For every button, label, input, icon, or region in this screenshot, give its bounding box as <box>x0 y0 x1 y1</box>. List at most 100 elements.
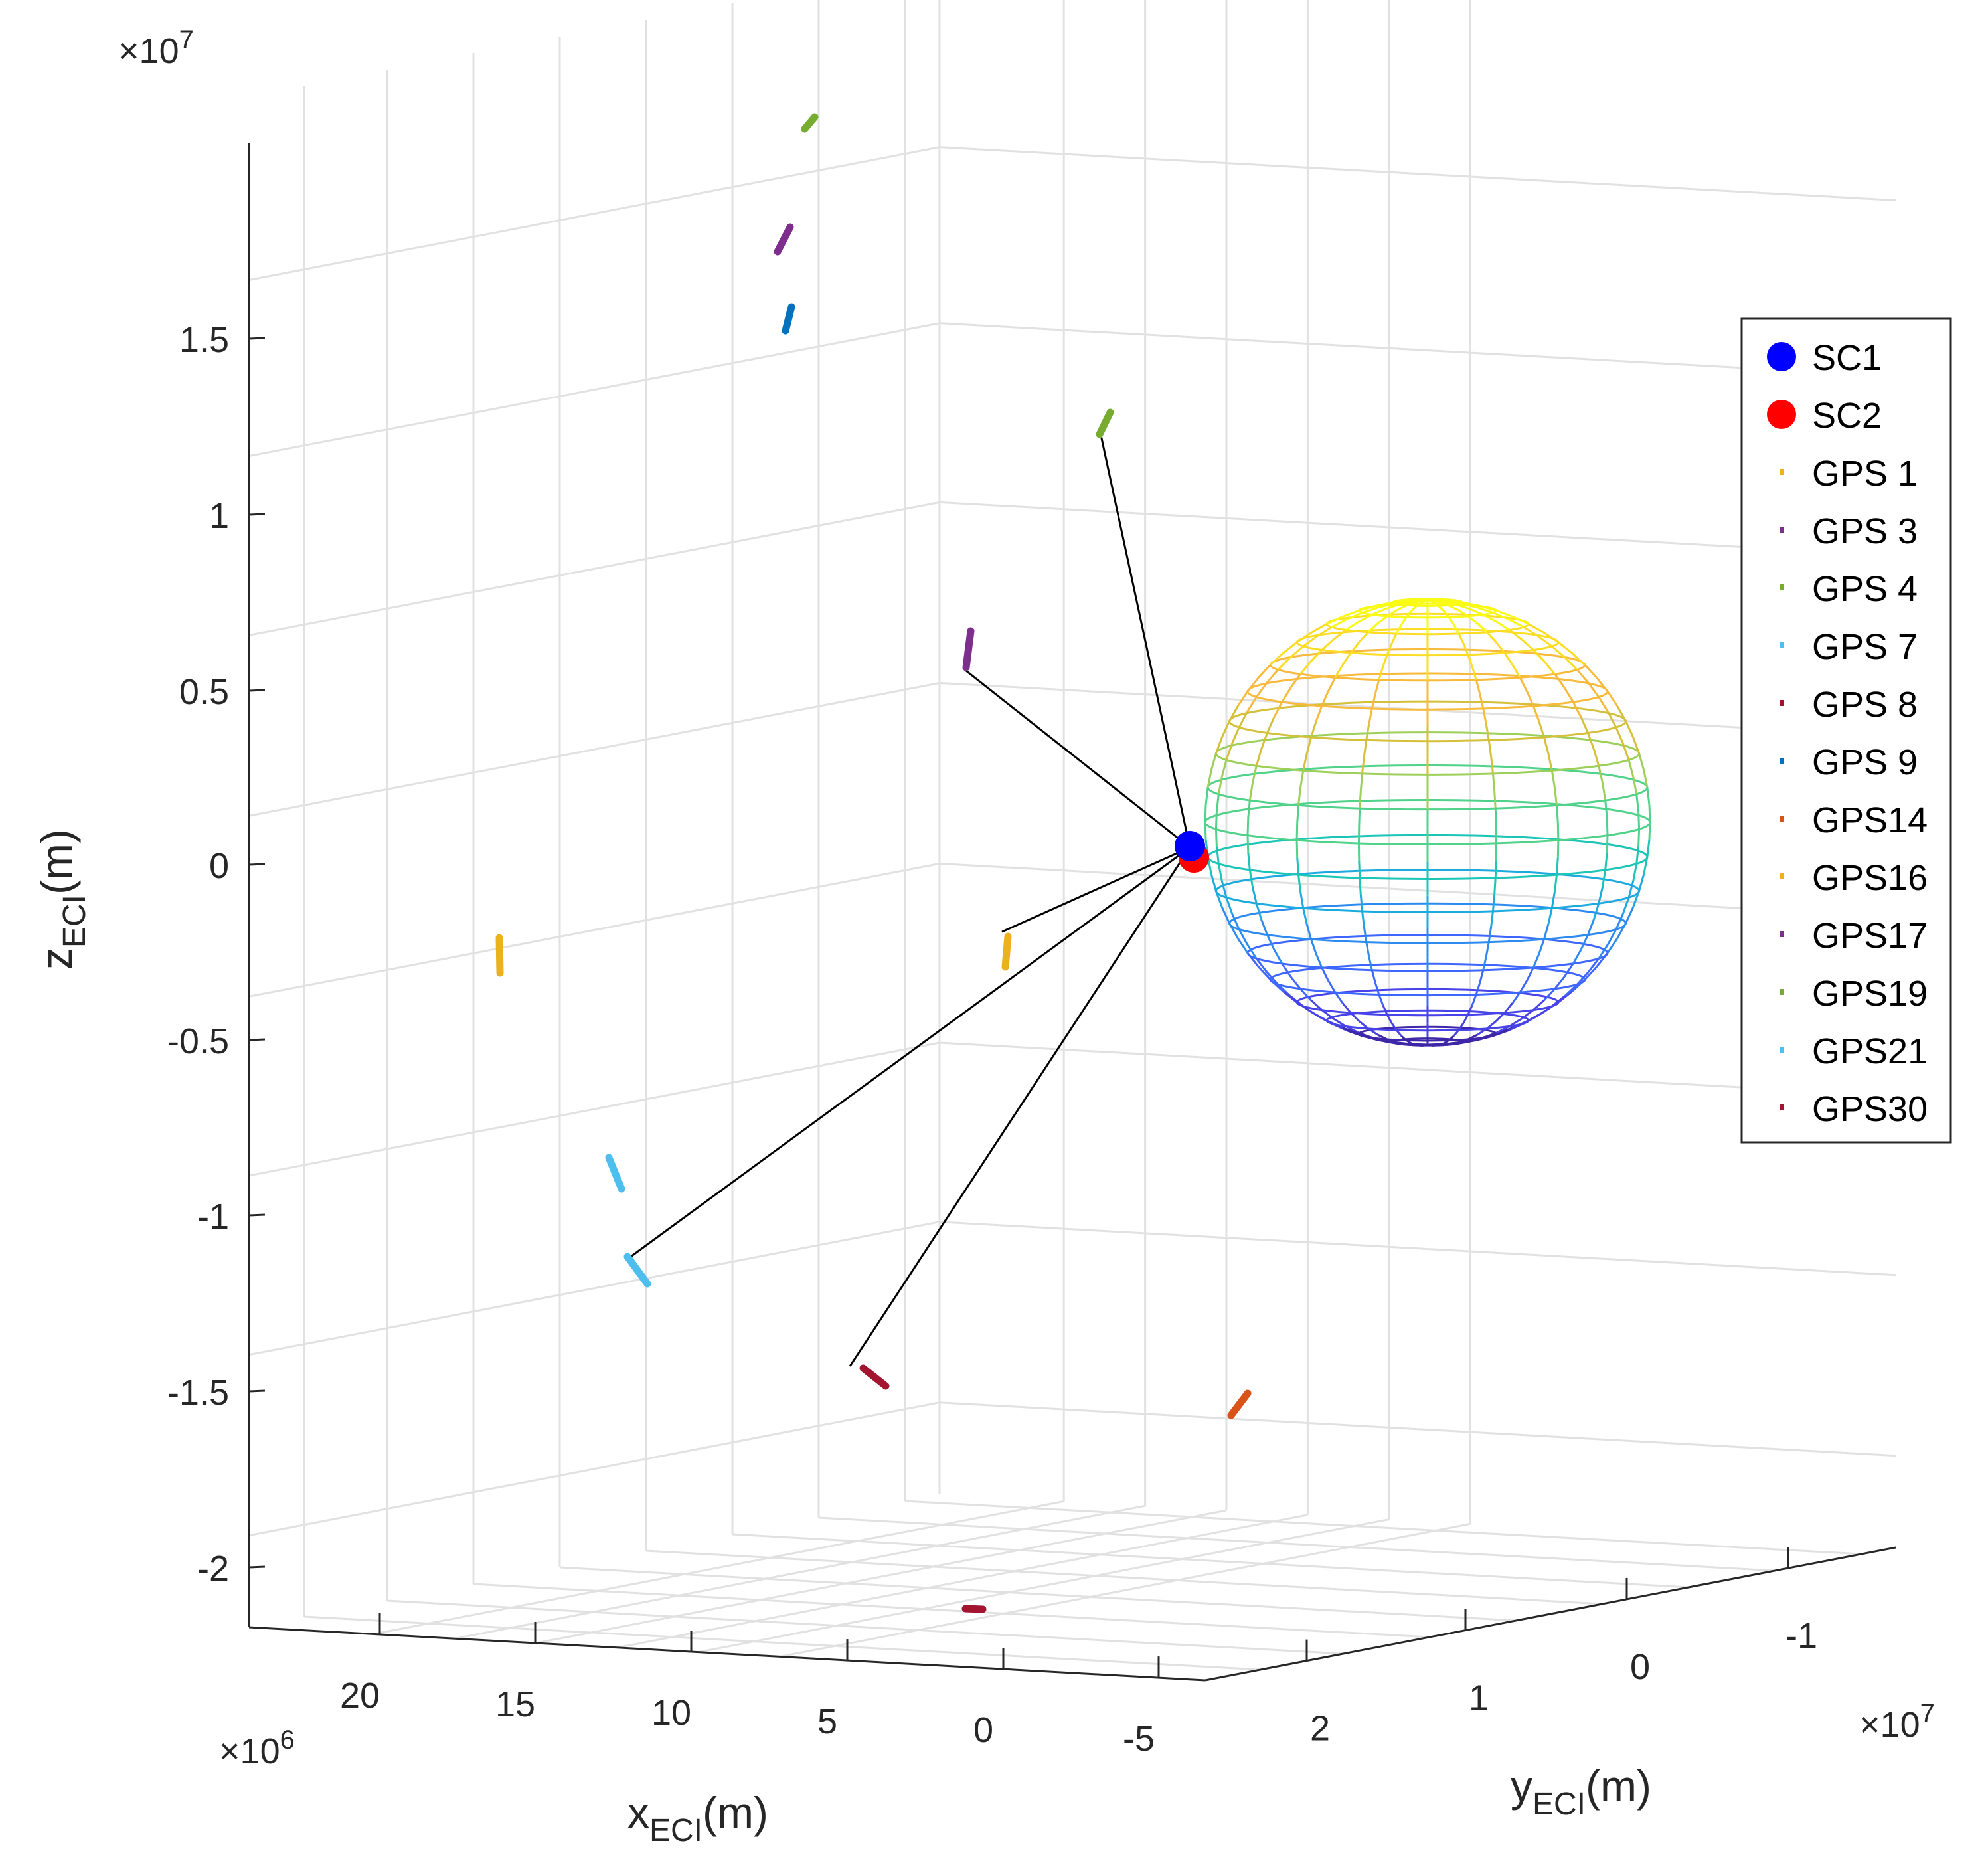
sphere-meridian <box>1315 953 1323 968</box>
x-tick-label: -5 <box>1123 1719 1155 1759</box>
sphere-meridian <box>1592 903 1600 920</box>
sphere-meridian <box>1606 818 1609 836</box>
sphere-meridian <box>1584 664 1598 679</box>
sphere-meridian <box>1543 923 1550 940</box>
los-line <box>630 846 1191 1258</box>
sphere-meridian <box>1237 691 1249 707</box>
sphere-meridian <box>1491 895 1496 911</box>
sphere-meridian <box>1326 1019 1343 1029</box>
sphere-meridian <box>1246 952 1260 968</box>
sphere-meridian <box>1627 759 1635 778</box>
sphere-meridian <box>1479 604 1497 612</box>
z-multiplier: ×107 <box>118 25 194 71</box>
sphere-meridian <box>1350 641 1361 654</box>
sphere-meridian <box>1260 919 1268 936</box>
sphere-meridian <box>1646 787 1651 805</box>
legend-label: GPS 7 <box>1812 627 1918 667</box>
sphere-meridian <box>1316 626 1333 638</box>
z-tick-label: -0.5 <box>167 1021 229 1061</box>
sphere-meridian <box>1580 717 1589 734</box>
sphere-meridian <box>1592 749 1600 766</box>
sphere-meridian <box>1571 652 1586 666</box>
y-tick-label: 1 <box>1469 1678 1489 1718</box>
sphere-meridian <box>1467 654 1473 667</box>
sphere-meridian <box>1333 629 1347 640</box>
sphere-meridian <box>1350 1012 1361 1022</box>
sphere-meridian <box>1390 633 1398 644</box>
sphere-meridian <box>1532 649 1546 663</box>
sphere-meridian <box>1258 966 1272 980</box>
sphere-meridian <box>1310 938 1317 954</box>
sphere-meridian <box>1554 673 1566 689</box>
sphere-meridian <box>1508 618 1525 628</box>
y-tick-label: 2 <box>1310 1709 1330 1749</box>
sphere-meridian <box>1606 835 1609 853</box>
sphere-meridian <box>1621 743 1630 760</box>
sphere-meridian <box>1382 654 1388 667</box>
sphere-meridian <box>1553 787 1558 806</box>
legend-label: GPS17 <box>1812 916 1928 956</box>
sphere-meridian <box>1214 891 1223 908</box>
z-tick-label: -1.5 <box>167 1373 229 1413</box>
sphere-meridian <box>1359 1033 1376 1040</box>
sphere-meridian <box>1543 661 1556 675</box>
gps-track <box>1096 408 1114 438</box>
sphere-meridian <box>1331 618 1347 628</box>
sphere-meridian <box>1270 978 1284 992</box>
z-tick <box>248 1038 266 1041</box>
sphere-meridian <box>1462 643 1469 656</box>
sphere-meridian <box>1358 860 1361 878</box>
sphere-meridian <box>1627 880 1635 898</box>
sc1-marker <box>1175 831 1205 861</box>
sphere-meridian <box>1359 790 1362 809</box>
sphere-meridian <box>1576 971 1590 986</box>
sphere-meridian <box>1433 1044 1439 1047</box>
sphere-meridian <box>1572 949 1582 964</box>
sphere-meridian <box>1625 907 1634 924</box>
sphere-meridian <box>1255 903 1263 920</box>
sphere-meridian <box>1509 1017 1523 1027</box>
x-tick-label: 20 <box>340 1676 380 1716</box>
sphere-meridian <box>1432 601 1440 607</box>
sphere-meridian <box>1632 737 1641 754</box>
sphere-meridian <box>1375 601 1393 607</box>
gps-track <box>774 223 794 256</box>
sphere-meridian <box>1487 927 1493 942</box>
sphere-meridian <box>1467 1004 1473 1016</box>
sphere-meridian <box>1246 696 1258 713</box>
z-grid-back <box>248 322 940 458</box>
z-tick <box>248 863 266 866</box>
z-grid-back <box>248 1401 940 1537</box>
z-tick-label: 0 <box>209 846 229 886</box>
sphere-meridian <box>1365 723 1370 741</box>
legend-marker <box>1767 400 1796 429</box>
z-grid-side <box>939 146 1896 202</box>
sphere-meridian <box>1270 652 1284 666</box>
sphere-meridian <box>1526 967 1534 981</box>
gps-track <box>623 1253 651 1288</box>
sphere-meridian <box>1490 911 1494 927</box>
sphere-meridian <box>1210 753 1217 771</box>
grid-lines <box>248 0 1896 1671</box>
sphere-meridian <box>1246 677 1260 693</box>
sphere-meridian <box>1479 693 1485 709</box>
sphere-meridian <box>1643 770 1649 788</box>
legend-marker <box>1780 873 1784 879</box>
gps-track <box>1227 1389 1252 1419</box>
sphere-meridian <box>1238 711 1248 728</box>
sphere-meridian <box>1467 1033 1479 1041</box>
sphere-meridian <box>1443 1039 1450 1045</box>
sphere-meridian <box>1596 677 1609 693</box>
sphere-meridian <box>1616 705 1627 722</box>
sphere-meridian <box>1471 994 1477 1006</box>
legend-marker <box>1767 342 1796 371</box>
x-tick-label: 0 <box>973 1710 993 1750</box>
z-tick-label: 1.5 <box>179 320 229 360</box>
sphere-meridian <box>1602 869 1607 887</box>
sphere-meridian <box>1365 942 1370 957</box>
sphere-meridian <box>1289 645 1304 659</box>
sphere-meridian <box>1571 978 1586 992</box>
sphere-meridian <box>1471 666 1477 681</box>
y-axis-label: yECI(m) <box>1511 1761 1651 1822</box>
sphere-meridian <box>1485 723 1490 741</box>
